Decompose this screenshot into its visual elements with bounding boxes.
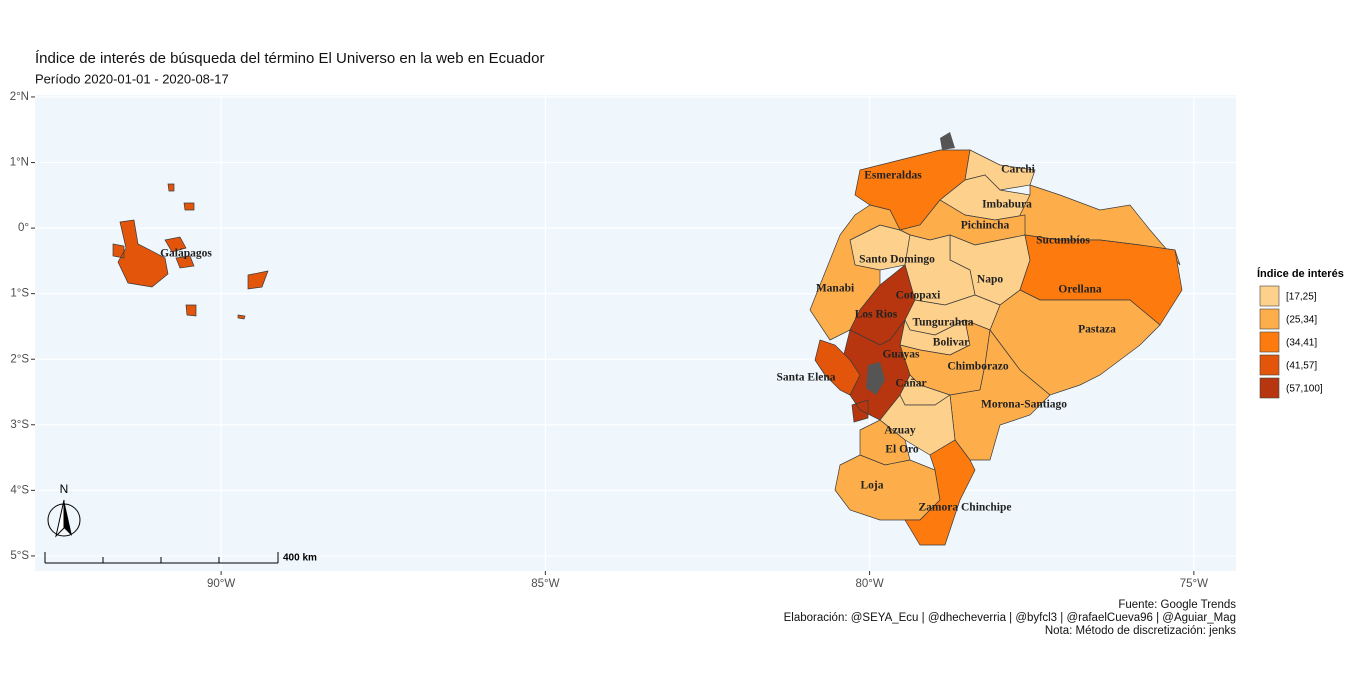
y-tick-label: 2°S (10, 353, 29, 365)
y-tick-label: 4°S (10, 484, 29, 496)
region-label: Azuay (884, 425, 916, 437)
region-label: Carchi (1001, 164, 1035, 176)
region-label: Zamora Chinchipe (919, 502, 1012, 514)
x-tick-label: 90°W (207, 578, 235, 590)
legend-swatch (1259, 308, 1280, 330)
x-tick-label: 75°W (1180, 578, 1208, 590)
y-tick-label: 0° (18, 222, 29, 234)
region (904, 439, 976, 546)
region-label: Pastaza (1078, 324, 1116, 336)
x-tick-label: 80°W (855, 578, 883, 590)
north-arrow: N (47, 482, 81, 538)
legend-swatch (1259, 285, 1280, 307)
region-label: Santo Domingo (859, 254, 935, 266)
caption-line: Nota: Método de discretización: jenks (1045, 625, 1236, 637)
title: Índice de interés de búsqueda del términ… (35, 50, 544, 67)
region-label: Manabi (816, 283, 855, 295)
legend-label: (25,34] (1286, 315, 1317, 326)
caption-line: Fuente: Google Trends (1118, 599, 1236, 611)
no-data-area (866, 132, 955, 395)
region-label: Chimborazo (947, 361, 1009, 373)
region (814, 339, 861, 396)
region-label: Loja (861, 480, 884, 492)
region (809, 204, 901, 341)
region-label: Bolivar (933, 337, 969, 349)
region-label: Morona-Santiago (981, 399, 1067, 411)
region-label: Cotopaxi (896, 290, 942, 302)
x-tick-label: 85°W (531, 578, 559, 590)
region (949, 329, 1051, 461)
region-label: Pichincha (961, 220, 1010, 232)
y-tick-label: 2°N (10, 91, 29, 103)
region-label: Imbabura (982, 199, 1032, 211)
scale-bar: 400 km (44, 552, 317, 564)
region-label: Guayas (882, 349, 920, 361)
region-label: Galápagos (160, 248, 212, 260)
region-label: Los Rios (855, 309, 898, 321)
y-tick-label: 1°N (10, 157, 29, 169)
caption-line: Elaboración: @SEYA_Ecu | @dhecheverria |… (784, 612, 1236, 624)
legend-swatch (1259, 377, 1280, 399)
legend-swatch (1259, 331, 1280, 353)
legend-title: Índice de interés (1257, 267, 1344, 280)
region-label: Cañar (895, 378, 926, 390)
region-label: Orellana (1058, 284, 1101, 296)
scale-label: 400 km (283, 553, 317, 564)
region-label: Napo (977, 274, 1003, 286)
region-label: Santa Elena (776, 372, 835, 384)
legend-label: (41,57] (1286, 361, 1317, 372)
legend-label: [17,25] (1286, 292, 1317, 303)
legend-label: (34,41] (1286, 338, 1317, 349)
y-tick-label: 3°S (10, 419, 29, 431)
north-label: N (60, 482, 69, 496)
region-label: Sucumbíos (1036, 235, 1090, 247)
legend-label: (57,100] (1286, 384, 1323, 395)
region-label: Esmeraldas (864, 170, 922, 182)
region-label: Tungurahua (913, 317, 974, 329)
legend-swatch (1259, 354, 1280, 376)
y-tick-label: 5°S (10, 550, 29, 562)
subtitle: Período 2020-01-01 - 2020-08-17 (35, 71, 229, 86)
y-tick-label: 1°S (10, 288, 29, 300)
region (112, 183, 269, 320)
region-label: El Oro (885, 444, 919, 456)
